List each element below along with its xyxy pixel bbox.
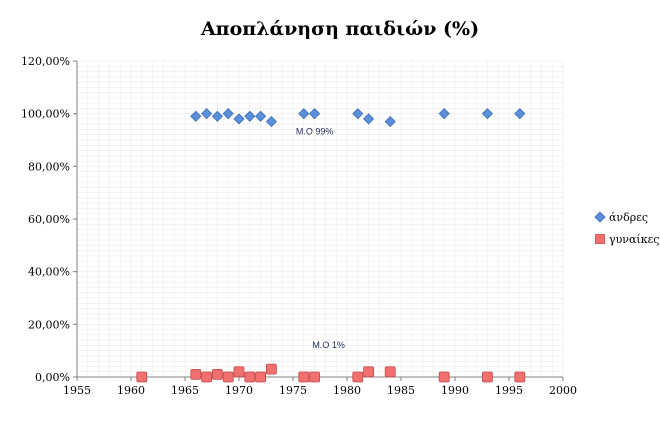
data-point-men: [298, 108, 310, 120]
data-point-men: [309, 108, 321, 120]
y-tick-label: 80,00%: [28, 160, 70, 173]
data-point-men: [438, 108, 450, 120]
legend-item-women: γυναίκες: [594, 228, 659, 250]
legend-item-men: άνδρες: [594, 206, 659, 228]
x-tick-label: 1955: [63, 384, 91, 397]
y-tick-label: 20,00%: [28, 318, 70, 331]
data-point-men: [363, 113, 375, 125]
legend-label-men: άνδρες: [609, 210, 649, 224]
data-point-men: [211, 110, 223, 122]
y-tick-label: 60,00%: [28, 213, 70, 226]
data-point-men: [265, 116, 277, 128]
data-point-women: [211, 368, 223, 380]
x-tick-label: 1995: [495, 384, 523, 397]
axes: [73, 60, 564, 381]
y-tick-label: 0,00%: [35, 371, 70, 384]
x-tick-label: 1990: [441, 384, 469, 397]
data-point-men: [514, 108, 526, 120]
x-tick-label: 1975: [279, 384, 307, 397]
data-point-men: [244, 110, 256, 122]
data-point-men: [384, 116, 396, 128]
data-point-men: [190, 110, 202, 122]
x-tick-label: 1960: [117, 384, 145, 397]
data-point-women: [201, 371, 213, 383]
data-point-men: [255, 110, 267, 122]
data-point-women: [298, 371, 310, 383]
data-point-women: [309, 371, 321, 383]
legend: άνδρες γυναίκες: [594, 206, 659, 250]
data-point-women: [481, 371, 493, 383]
chart-title: Αποπλάνηση παιδιών (%): [200, 18, 480, 40]
data-points: [136, 108, 526, 383]
y-tick-labels: 0,00% 20,00% 40,00% 60,00% 80,00% 100,00% 120,…: [21, 55, 70, 384]
y-tick-label: 120,00%: [21, 55, 70, 68]
data-point-men: [233, 113, 245, 125]
data-point-men: [222, 108, 234, 120]
x-tick-label: 1985: [387, 384, 415, 397]
data-point-men: [352, 108, 364, 120]
data-point-women: [384, 366, 396, 378]
x-tick-label: 1980: [333, 384, 361, 397]
data-point-women: [514, 371, 526, 383]
y-tick-label: 100,00%: [21, 108, 70, 121]
x-tick-labels: 1955 1960 1965 1970 1975 1980 1985 1990 1995 2000: [63, 384, 577, 397]
data-point-women: [265, 363, 277, 375]
data-point-women: [233, 366, 245, 378]
y-tick-label: 40,00%: [28, 266, 70, 279]
square-marker-icon: [595, 234, 605, 244]
data-point-women: [244, 371, 256, 383]
data-point-women: [352, 371, 364, 383]
data-point-men: [481, 108, 493, 120]
x-tick-label: 1965: [171, 384, 199, 397]
data-point-men: [201, 108, 213, 120]
data-point-women: [136, 371, 148, 383]
data-point-women: [222, 371, 234, 383]
data-point-women: [255, 371, 267, 383]
data-point-women: [438, 371, 450, 383]
annotation-label: M.O 99%: [296, 127, 334, 137]
annotation-label: M.O 1%: [312, 340, 345, 350]
grid-lines: [76, 60, 564, 378]
data-point-women: [363, 366, 375, 378]
data-point-women: [190, 368, 202, 380]
legend-label-women: γυναίκες: [609, 232, 660, 246]
diamond-marker-icon: [594, 211, 606, 223]
x-tick-label: 2000: [549, 384, 577, 397]
annotations: M.O 99% M.O 1%: [296, 127, 345, 350]
x-tick-label: 1970: [225, 384, 253, 397]
